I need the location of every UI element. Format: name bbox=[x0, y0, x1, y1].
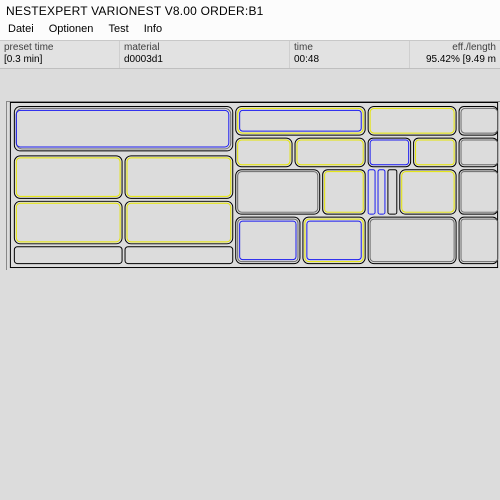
nesting-canvas bbox=[7, 102, 500, 270]
sheet-frame bbox=[6, 101, 500, 270]
title-text: NESTEXPERT VARIONEST V8.00 ORDER:B1 bbox=[6, 4, 264, 18]
info-material: material d0003d1 bbox=[120, 41, 290, 68]
window-title: NESTEXPERT VARIONEST V8.00 ORDER:B1 bbox=[0, 0, 500, 20]
info-preset: preset time [0.3 min] bbox=[0, 41, 120, 68]
time-label: time bbox=[294, 42, 405, 54]
info-time: time 00:48 bbox=[290, 41, 410, 68]
material-value: d0003d1 bbox=[124, 54, 285, 66]
info-bar: preset time [0.3 min] material d0003d1 t… bbox=[0, 41, 500, 69]
preset-value: [0.3 min] bbox=[4, 54, 115, 66]
eff-label: eff./length bbox=[414, 42, 496, 54]
eff-value: 95.42% [9.49 m bbox=[414, 54, 496, 66]
time-value: 00:48 bbox=[294, 54, 405, 66]
menu-test[interactable]: Test bbox=[104, 22, 136, 36]
material-label: material bbox=[124, 42, 285, 54]
menu-info[interactable]: Info bbox=[140, 22, 170, 36]
menu-optionen[interactable]: Optionen bbox=[45, 22, 102, 36]
menu-bar: Datei Optionen Test Info bbox=[0, 20, 500, 41]
work-area[interactable] bbox=[0, 69, 500, 499]
preset-label: preset time bbox=[4, 42, 115, 54]
info-efficiency: eff./length 95.42% [9.49 m bbox=[410, 41, 500, 68]
menu-datei[interactable]: Datei bbox=[4, 22, 42, 36]
